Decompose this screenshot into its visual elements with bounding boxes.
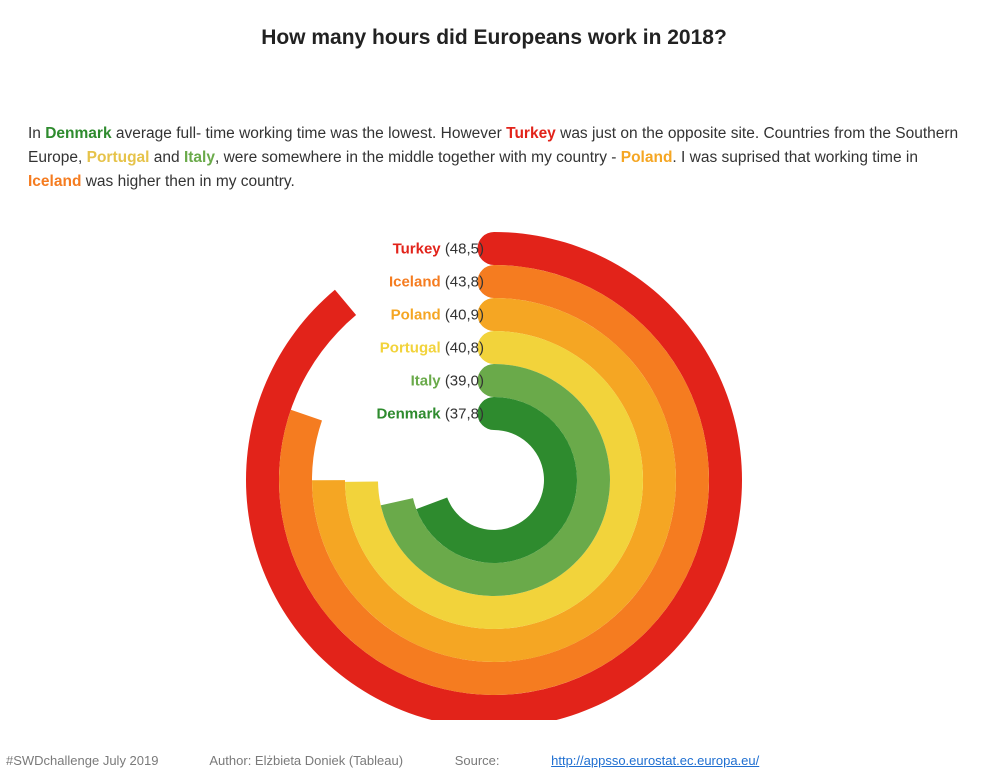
footer-source-prefix: Source: <box>455 753 503 768</box>
arc-label-italy: Italy (39,0) <box>411 372 484 389</box>
highlight-country: Denmark <box>45 125 111 142</box>
desc-text: and <box>149 149 183 166</box>
desc-text: , were somewhere in the middle together … <box>215 149 621 166</box>
arc-label-denmark: Denmark (37,8) <box>376 405 484 422</box>
desc-text: was higher then in my country. <box>81 173 294 190</box>
radial-bar-chart: Turkey (48,5) Iceland (43,8) Poland (40,9)… <box>0 200 988 720</box>
footer-source-link[interactable]: http://appsso.eurostat.ec.europa.eu/ <box>551 753 759 768</box>
desc-text: . I was suprised that working time in <box>672 149 918 166</box>
highlight-country: Italy <box>184 149 215 166</box>
arc-label-turkey: Turkey (48,5) <box>393 240 484 257</box>
description-paragraph: In Denmark average full- time working ti… <box>0 50 988 194</box>
highlight-country: Poland <box>621 149 673 166</box>
footer-author: Author: Elżbieta Doniek (Tableau) <box>209 753 403 768</box>
footer-hashtag: #SWDchallenge July 2019 <box>6 753 158 768</box>
footer-source: Source: http://appsso.eurostat.ec.europa… <box>455 753 760 768</box>
desc-text: In <box>28 125 45 142</box>
arc-label-iceland: Iceland (43,8) <box>389 273 484 290</box>
highlight-country: Portugal <box>87 149 150 166</box>
highlight-country: Turkey <box>506 125 556 142</box>
highlight-country: Iceland <box>28 173 81 190</box>
arc-label-poland: Poland (40,9) <box>391 306 484 323</box>
footer: #SWDchallenge July 2019 Author: Elżbieta… <box>0 753 988 768</box>
page-title: How many hours did Europeans work in 201… <box>0 0 988 50</box>
desc-text: average full- time working time was the … <box>112 125 507 142</box>
arc-label-portugal: Portugal (40,8) <box>380 339 484 356</box>
